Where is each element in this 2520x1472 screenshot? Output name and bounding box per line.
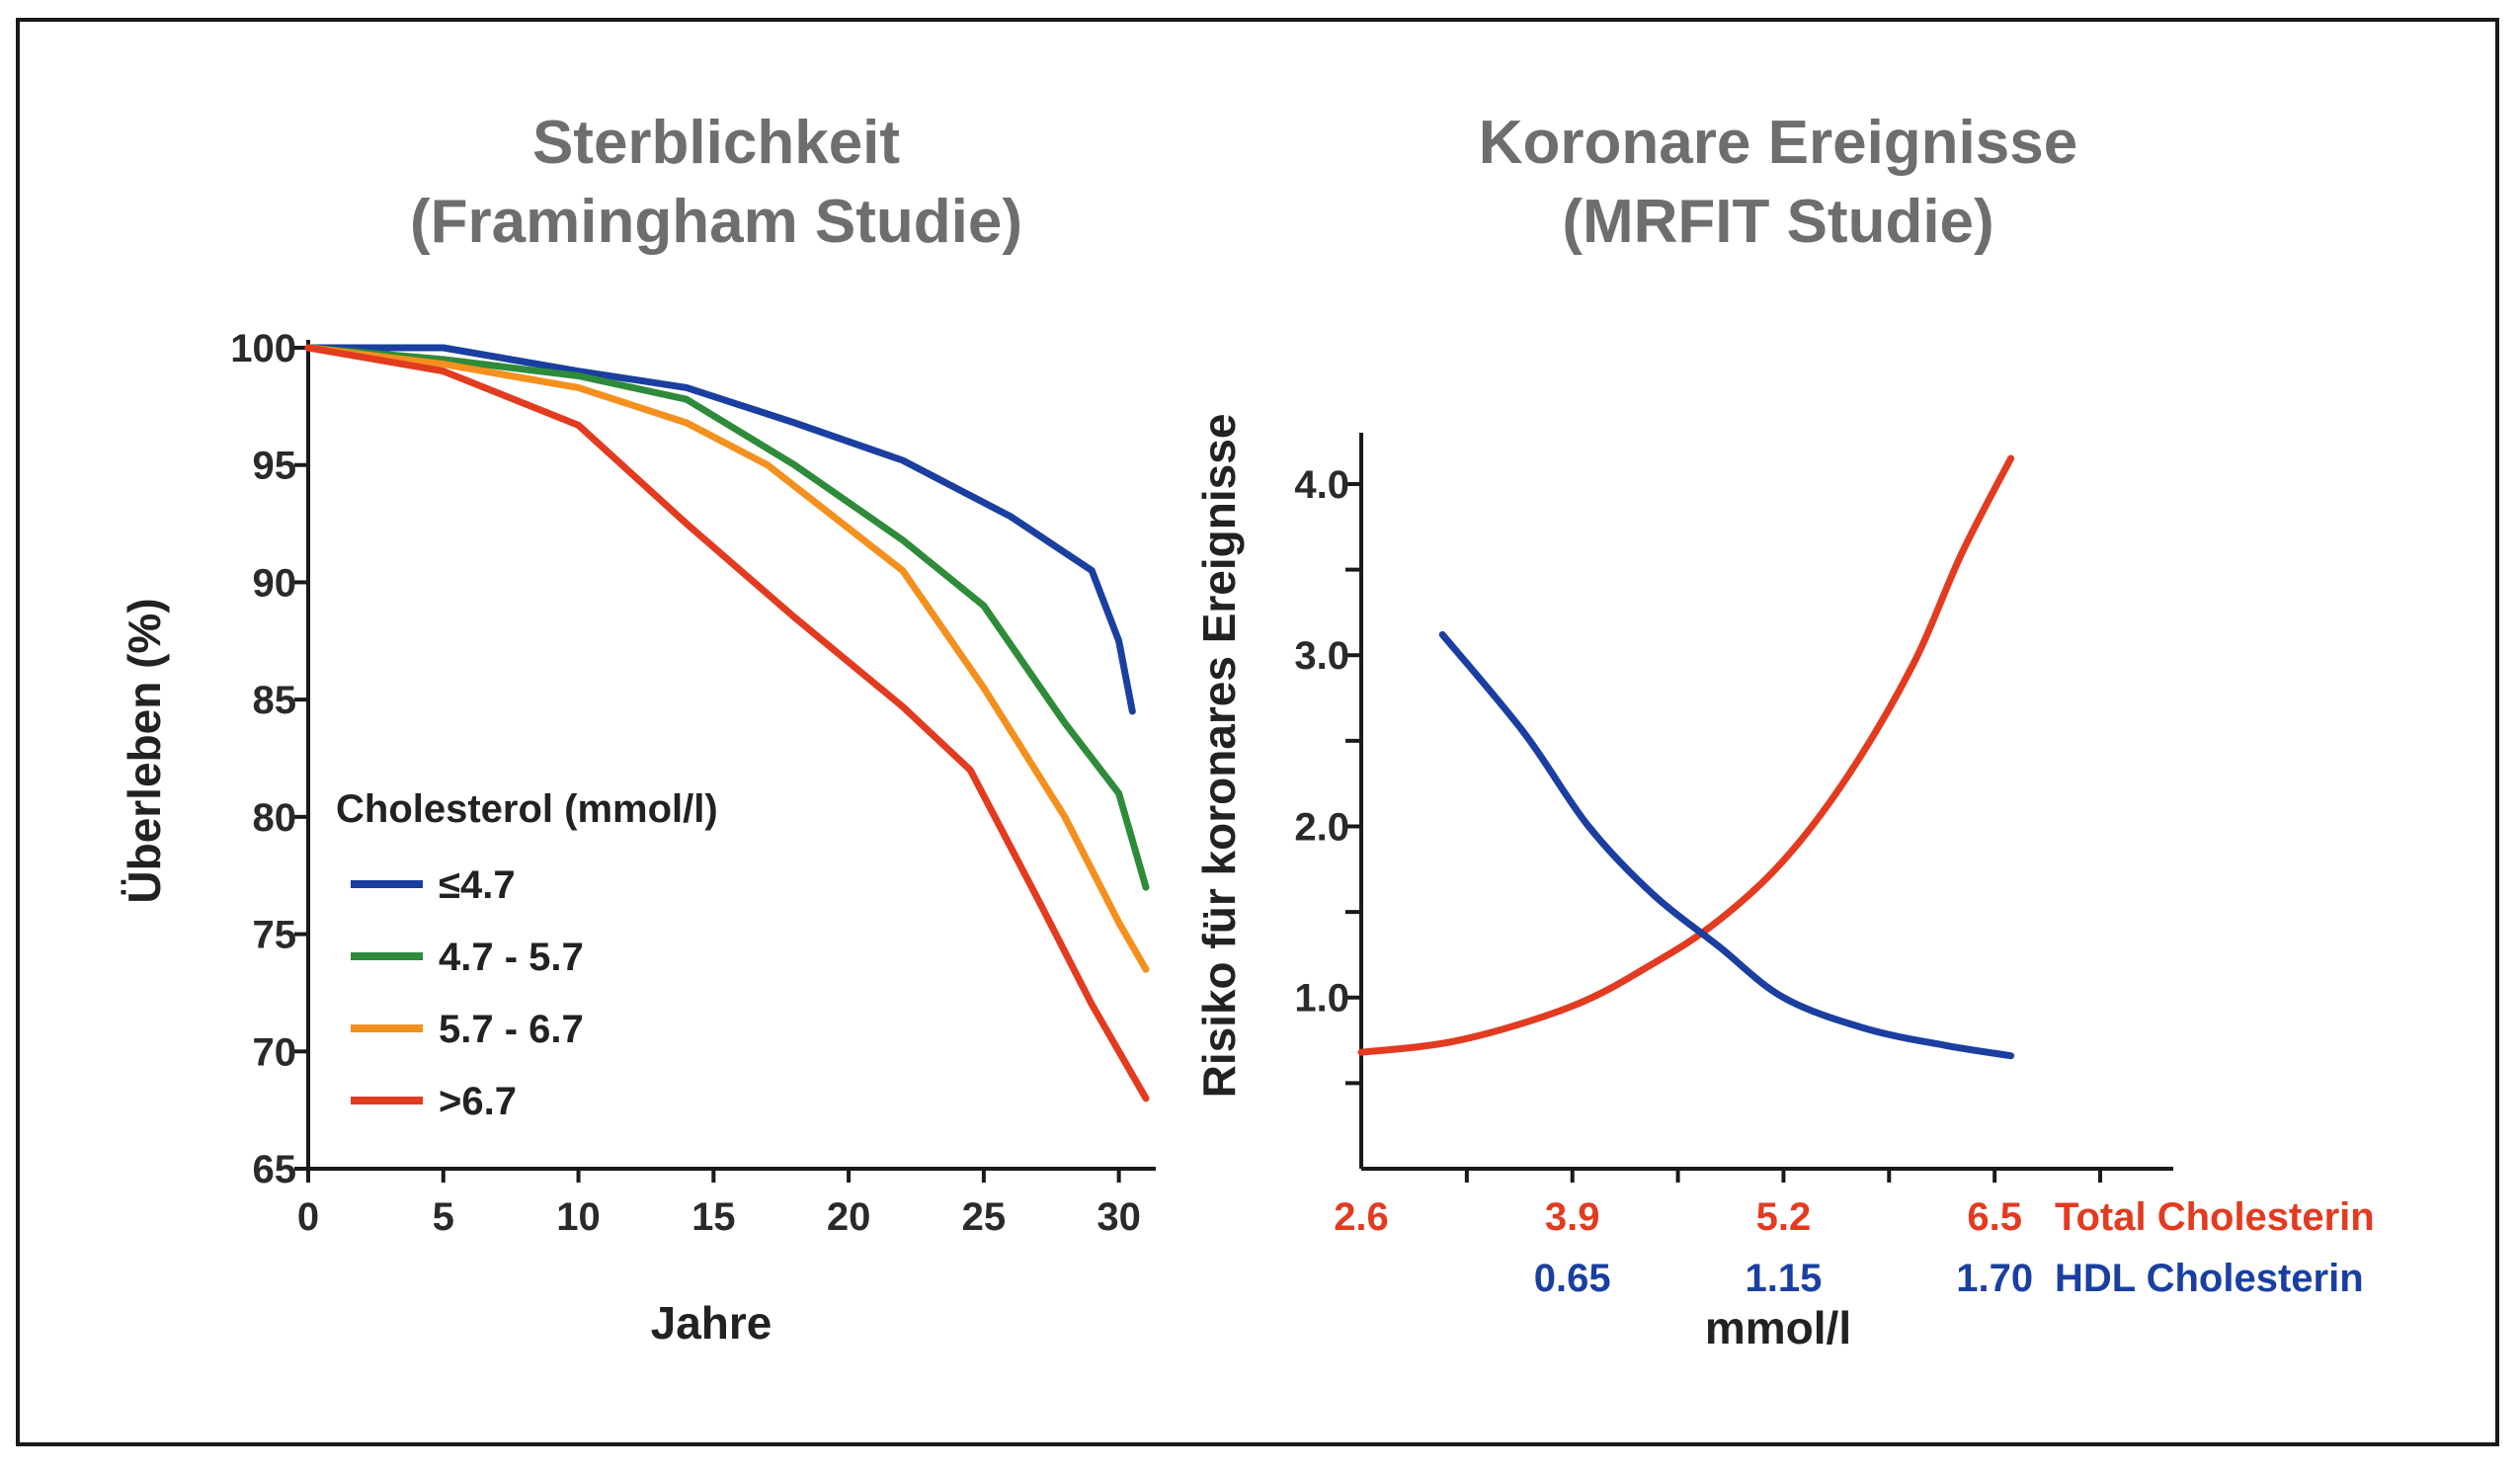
right-x-tick-label-row2: 1.15 [1746, 1257, 1823, 1300]
right-x-tick-label-row1: 6.5 [1967, 1195, 2022, 1239]
left-x-tick-label: 20 [827, 1195, 871, 1239]
left-y-tick-label: 75 [253, 914, 297, 957]
right-y-tick-label: 4.0 [1294, 463, 1349, 507]
right-x-axis-label: mmol/l [1705, 1302, 1851, 1353]
right-title-line1: Koronare Ereignisse [1479, 109, 2077, 177]
right-series-line-1 [1357, 454, 2015, 1056]
risk-chart: Koronare Ereignisse (MRFIT Studie) 1.0 2.… [1193, 109, 2375, 1353]
left-y-tick-label: 65 [253, 1148, 297, 1191]
legend-label-3: 5.7 - 6.7 [439, 1008, 584, 1051]
left-series [304, 344, 1150, 1103]
right-x-tick-label-row2: 1.70 [1956, 1257, 2033, 1300]
left-y-tick-label: 90 [253, 561, 297, 605]
left-x-tick-label: 5 [433, 1195, 454, 1239]
left-series-line-1 [304, 344, 1136, 715]
right-series-line-2 [1438, 630, 2015, 1060]
legend-label-4: >6.7 [439, 1080, 517, 1123]
legend-label-2: 4.7 - 5.7 [439, 936, 584, 979]
right-series [1357, 454, 2015, 1060]
right-axes [1359, 433, 2173, 1171]
right-x-tick-label-row1: 5.2 [1756, 1195, 1812, 1239]
left-title-line1: Sterblichkeit [532, 109, 900, 177]
right-x-tick-label-row1: 3.9 [1545, 1195, 1600, 1239]
figure-frame [16, 18, 2499, 1446]
left-x-tick-label: 0 [297, 1195, 319, 1239]
left-y-tick-label: 70 [253, 1030, 297, 1074]
right-y-tick-label: 1.0 [1294, 977, 1349, 1021]
right-y-axis-label: Risiko für koronares Ereignisse [1193, 414, 1245, 1099]
left-y-tick-label: 80 [253, 796, 297, 840]
left-series-line-4 [304, 344, 1150, 1103]
legend-label-1: ≤4.7 [439, 863, 516, 907]
right-x-tick-label-row1: 2.6 [1334, 1195, 1389, 1239]
right-x-row-name-1: Total Cholesterin [2055, 1195, 2375, 1239]
right-ticks: 1.0 2.0 3.0 4.0 2.6 3.9 5.2 6.5 Total Cholesteri… [1294, 463, 2374, 1300]
right-x-row-name-2: HDL Cholesterin [2055, 1257, 2364, 1300]
left-x-axis-label: Jahre [651, 1297, 772, 1349]
left-y-tick-label: 85 [253, 679, 297, 722]
survival-chart: Sterblichkeit (Framingham Studie) 0 5 10 15… [119, 109, 1156, 1349]
left-x-tick-label: 30 [1097, 1195, 1141, 1239]
right-x-tick-label-row2: 0.65 [1534, 1257, 1611, 1300]
left-title-line2: (Framingham Studie) [410, 188, 1022, 256]
left-ticks: 0 5 10 15 20 25 30 65 70 75 80 85 90 95 100 [230, 327, 1141, 1239]
right-y-tick-label: 3.0 [1294, 634, 1349, 678]
left-legend: Cholesterol (mmol/l) ≤4.7 4.7 - 5.7 5.7 - 6… [336, 787, 718, 1123]
legend-title: Cholesterol (mmol/l) [336, 787, 718, 831]
left-y-axis-label: Überleben (%) [119, 598, 170, 903]
left-series-line-3 [304, 344, 1150, 973]
left-y-tick-label: 95 [253, 445, 297, 488]
right-y-tick-label: 2.0 [1294, 805, 1349, 849]
left-y-tick-label: 100 [230, 327, 296, 370]
right-title-line2: (MRFIT Studie) [1562, 188, 1993, 256]
left-series-line-2 [304, 344, 1150, 891]
left-x-tick-label: 25 [962, 1195, 1007, 1239]
left-x-tick-label: 15 [691, 1195, 736, 1239]
left-axes [306, 340, 1156, 1171]
left-x-tick-label: 10 [556, 1195, 601, 1239]
